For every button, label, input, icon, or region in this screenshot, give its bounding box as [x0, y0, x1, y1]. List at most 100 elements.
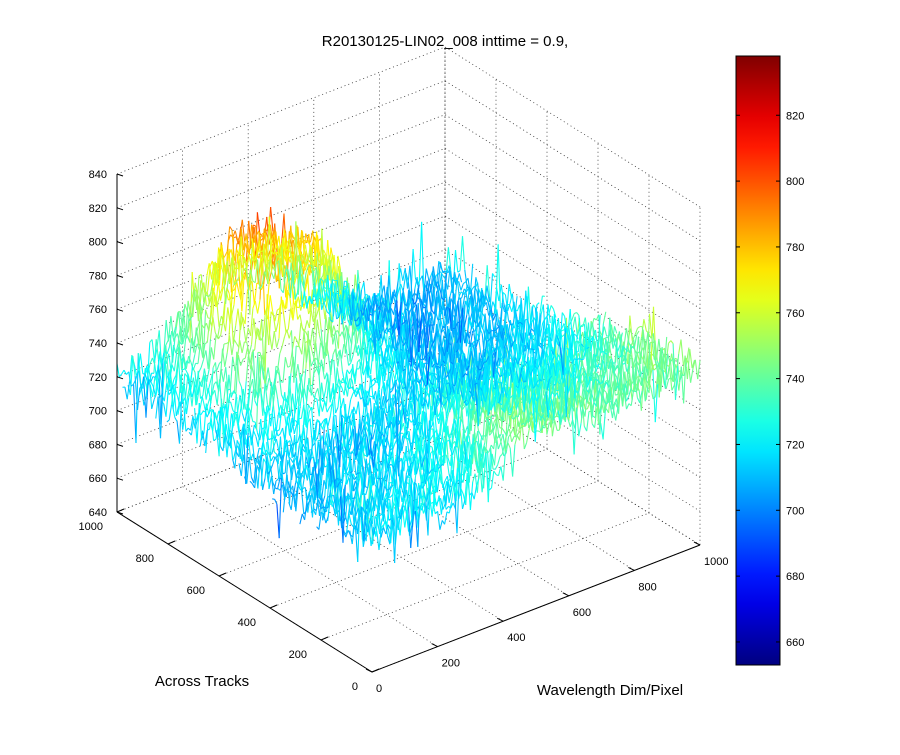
surface-segment [509, 414, 511, 415]
surface-segment [636, 337, 638, 364]
surface-segment [575, 317, 577, 337]
surface-segment [238, 395, 240, 413]
surface-segment [311, 308, 313, 321]
surface-segment [654, 368, 656, 370]
surface-segment [358, 389, 360, 399]
surface-segment [282, 392, 284, 409]
surface-segment [531, 329, 533, 332]
surface-segment [296, 364, 298, 378]
surface-segment [231, 391, 233, 398]
surface-segment [512, 436, 514, 442]
surface-segment [230, 357, 232, 389]
surface-segment [668, 354, 670, 363]
surface-segment [275, 310, 277, 321]
surface-segment [274, 331, 276, 348]
surface-segment [315, 398, 317, 399]
surface-segment [629, 388, 631, 396]
surface-segment [322, 480, 324, 499]
surface-segment [266, 368, 268, 383]
surface-segment [349, 362, 351, 365]
surface-segment [254, 431, 256, 437]
grid-line [117, 115, 700, 275]
surface-segment [262, 428, 264, 429]
surface-segment [270, 334, 272, 349]
surface-segment [500, 454, 502, 456]
surface-segment [294, 424, 296, 434]
surface-layer [117, 207, 700, 563]
surface-segment [223, 367, 225, 382]
surface-segment [242, 413, 244, 421]
surface-segment [523, 426, 525, 427]
surface-segment [644, 319, 646, 331]
surface-segment [632, 391, 634, 392]
surface-segment [285, 357, 287, 367]
surface-segment [394, 440, 396, 445]
surface-segment [295, 336, 297, 341]
surface-segment [573, 317, 575, 330]
surface-segment [494, 471, 496, 475]
surface-segment [508, 443, 510, 448]
surface-segment [587, 411, 589, 431]
surface-segment [215, 390, 217, 405]
surface-segment [350, 364, 352, 388]
surface-segment [234, 340, 236, 344]
surface-segment [255, 301, 257, 314]
surface-segment [551, 305, 553, 309]
surface-segment [650, 314, 652, 338]
surface-segment [637, 331, 639, 335]
surface-segment [513, 445, 515, 477]
surface-segment [225, 353, 227, 367]
surface-segment [613, 363, 615, 364]
surface-segment [633, 335, 635, 340]
surface-segment [509, 284, 511, 298]
grid-line [117, 81, 700, 241]
surface-segment [280, 346, 282, 353]
surface-segment [577, 313, 579, 316]
surface-segment [276, 439, 278, 451]
surface-segment [301, 405, 303, 418]
surface-segment [305, 320, 307, 330]
surface-segment [294, 378, 296, 426]
surface-segment [240, 340, 242, 353]
surface-segment [498, 443, 500, 449]
surface-segment [284, 314, 286, 332]
surface-segment [509, 412, 511, 413]
surface-segment [243, 358, 245, 359]
surface-segment [276, 323, 278, 333]
surface-segment [346, 349, 348, 365]
surface-segment [288, 308, 290, 329]
surface-segment [555, 420, 557, 430]
surface-segment [573, 334, 575, 335]
surface-segment [319, 360, 321, 376]
surface-segment [651, 387, 653, 399]
surface-segment [572, 404, 574, 454]
surface-segment [465, 426, 467, 433]
surface-segment [251, 390, 253, 413]
surface-segment [249, 345, 251, 355]
surface-segment [351, 394, 353, 400]
surface-segment [270, 431, 272, 471]
surface-segment [380, 365, 382, 366]
surface-segment [487, 452, 489, 453]
surface-segment [283, 357, 285, 382]
surface-segment [336, 407, 338, 413]
surface-segment [350, 531, 352, 544]
surface-segment [384, 527, 386, 534]
surface-segment [691, 369, 693, 383]
surface-segment [242, 342, 244, 353]
surface-segment [244, 326, 246, 342]
surface-segment [422, 405, 424, 406]
surface-segment [492, 416, 494, 417]
surface-segment [311, 385, 313, 386]
surface-segment [327, 407, 329, 412]
surface-segment [372, 384, 374, 386]
surface-segment [267, 378, 269, 390]
surface-segment [624, 328, 626, 346]
surface-segment [388, 441, 390, 450]
surface-segment [201, 411, 203, 415]
surface-segment [347, 370, 349, 374]
surface-segment [239, 381, 241, 387]
surface-segment [250, 481, 252, 484]
surface-segment [326, 315, 328, 333]
